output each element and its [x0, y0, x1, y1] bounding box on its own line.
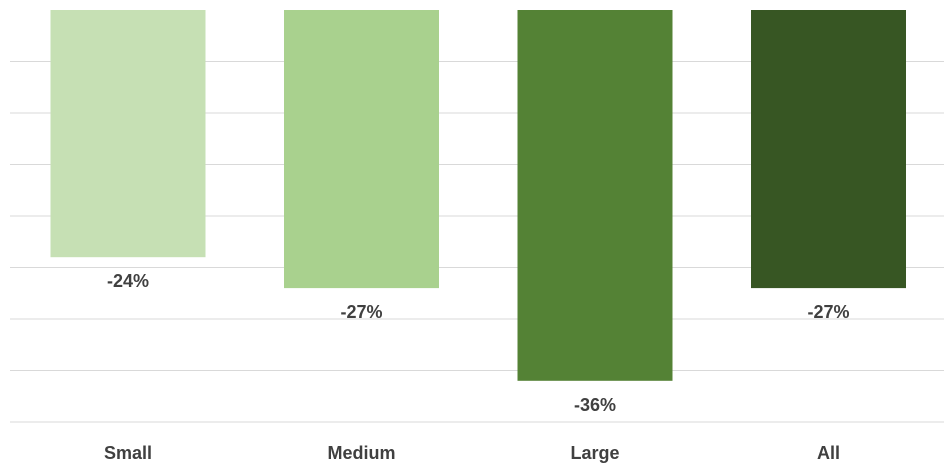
bar-large — [517, 10, 673, 381]
category-label-all: All — [817, 443, 840, 463]
data-label-all: -27% — [807, 302, 849, 322]
bars — [50, 10, 906, 381]
data-labels: -24% -27% -36% -27% — [107, 271, 850, 415]
data-label-small: -24% — [107, 271, 149, 291]
data-label-medium: -27% — [340, 302, 382, 322]
category-label-small: Small — [104, 443, 152, 463]
data-label-large: -36% — [574, 395, 616, 415]
category-labels: Small Medium Large All — [104, 443, 840, 463]
category-label-large: Large — [570, 443, 619, 463]
bar-small — [50, 10, 206, 258]
category-label-medium: Medium — [327, 443, 395, 463]
bar-medium — [284, 10, 439, 289]
bar-all — [751, 10, 906, 289]
